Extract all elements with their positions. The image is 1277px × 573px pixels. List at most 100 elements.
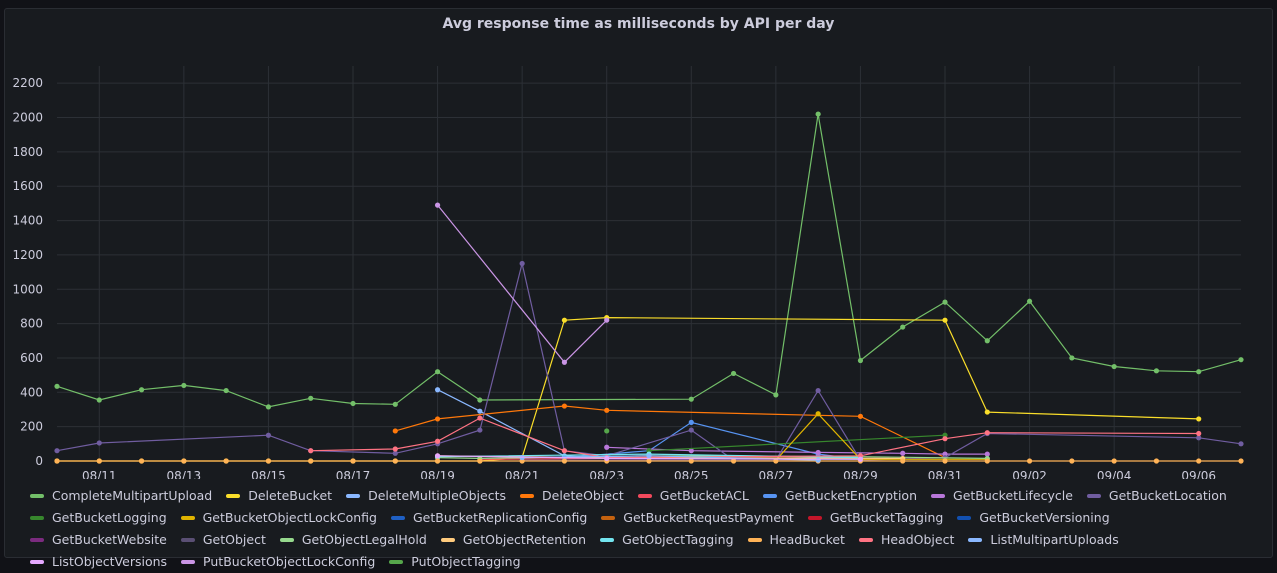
legend-item-getbucketobjectlockconfig[interactable]: GetBucketObjectLockConfig xyxy=(180,507,377,529)
data-point-listmultipartuploads xyxy=(815,457,821,463)
legend-item-getbucketwebsite[interactable]: GetBucketWebsite xyxy=(30,529,167,551)
legend-swatch xyxy=(30,537,44,542)
data-point-headbucket xyxy=(138,458,145,464)
data-point-completemultipartupload xyxy=(434,369,441,375)
legend-swatch xyxy=(807,515,822,520)
legend-label: DeleteObject xyxy=(542,488,624,503)
data-point-listmultipartuploads xyxy=(646,453,652,459)
legend-item-listobjectversions[interactable]: ListObjectVersions xyxy=(30,551,167,573)
data-point-headbucket xyxy=(646,458,652,464)
legend-label: GetBucketLifecycle xyxy=(953,488,1073,503)
legend-item-getbucketrequestpayment[interactable]: GetBucketRequestPayment xyxy=(601,507,794,529)
legend-item-getobjecttagging[interactable]: GetObjectTagging xyxy=(600,529,734,551)
data-point-headbucket xyxy=(1026,458,1033,464)
data-point-completemultipartupload xyxy=(477,397,483,403)
legend-item-getbucketlocation[interactable]: GetBucketLocation xyxy=(1086,485,1227,507)
legend-item-putbucketobjectlockconfig[interactable]: PutBucketObjectLockConfig xyxy=(181,551,375,573)
legend-swatch xyxy=(601,515,616,520)
chart-title: Avg response time as milliseconds by API… xyxy=(442,16,835,32)
data-point-headobject xyxy=(1196,430,1202,437)
legend-label: DeleteMultipleObjects xyxy=(368,488,507,503)
data-point-headobject xyxy=(942,436,948,442)
legend-label: ListMultipartUploads xyxy=(990,532,1119,547)
data-point-deletebucket xyxy=(1196,416,1202,422)
legend-item-deleteobject[interactable]: DeleteObject xyxy=(520,485,624,507)
x-tick-label: 09/02 xyxy=(1012,469,1047,479)
legend-label: GetBucketReplicationConfig xyxy=(412,510,588,525)
y-tick-label: 400 xyxy=(20,385,43,399)
data-point-getbucketlocation xyxy=(1238,441,1244,447)
data-point-headbucket xyxy=(350,458,356,464)
data-point-getbucketlocation xyxy=(815,387,821,394)
legend-item-getbucketreplicationconfig[interactable]: GetBucketReplicationConfig xyxy=(390,507,588,529)
data-point-deleteobject xyxy=(604,407,610,413)
data-point-listobjectversions xyxy=(857,456,864,462)
data-point-getbucketlocation xyxy=(688,427,694,433)
legend-label: GetBucketTagging xyxy=(829,510,944,525)
data-point-completemultipartupload xyxy=(900,324,906,330)
legend-swatch xyxy=(226,493,241,498)
data-point-completemultipartupload xyxy=(1238,357,1244,363)
legend-label: GetBucketLocation xyxy=(1108,488,1227,503)
legend-item-getobjectlegalhold[interactable]: GetObjectLegalHold xyxy=(279,529,427,551)
legend-item-getobjectretention[interactable]: GetObjectRetention xyxy=(440,529,586,551)
legend-item-getbucketlifecycle[interactable]: GetBucketLifecycle xyxy=(931,485,1073,507)
legend-item-getbucketlogging[interactable]: GetBucketLogging xyxy=(30,507,167,529)
legend-item-getobject[interactable]: GetObject xyxy=(180,529,266,551)
data-point-putobjecttagging xyxy=(604,428,610,434)
legend-item-getbucketencryption[interactable]: GetBucketEncryption xyxy=(762,485,917,507)
data-point-headbucket xyxy=(1153,458,1160,464)
data-point-getbucketlocation xyxy=(519,260,525,267)
x-tick-label: 08/19 xyxy=(420,469,455,479)
data-point-headbucket xyxy=(96,458,102,464)
legend-label: PutBucketObjectLockConfig xyxy=(203,554,376,569)
legend-swatch xyxy=(957,515,972,520)
data-point-completemultipartupload xyxy=(308,395,314,401)
legend-item-putobjecttagging[interactable]: PutObjectTagging xyxy=(389,551,521,573)
legend-item-getbucketversioning[interactable]: GetBucketVersioning xyxy=(957,507,1110,529)
legend-item-listmultipartuploads[interactable]: ListMultipartUploads xyxy=(968,529,1119,551)
x-tick-label: 08/29 xyxy=(843,469,878,479)
line-chart: 0 200 400 600 800 1000 1200 1400 1600 1800 2000 220… xyxy=(12,66,1244,479)
data-point-deleteobject xyxy=(561,403,568,409)
chart-panel: Avg response time as milliseconds by API… xyxy=(4,8,1273,569)
data-point-completemultipartupload xyxy=(1069,355,1075,361)
legend-swatch xyxy=(440,537,455,542)
legend-item-deletemultipleobjects[interactable]: DeleteMultipleObjects xyxy=(346,485,506,507)
legend-swatch xyxy=(30,515,44,520)
legend-item-getbucketacl[interactable]: GetBucketACL xyxy=(637,485,749,507)
data-point-completemultipartupload xyxy=(688,396,694,402)
x-tick-label: 08/13 xyxy=(167,469,202,479)
data-point-deleteobject xyxy=(392,428,398,434)
legend-swatch xyxy=(180,537,195,542)
legend-swatch xyxy=(858,537,873,542)
legend-swatch xyxy=(30,559,44,564)
data-point-completemultipartupload xyxy=(181,382,187,389)
data-point-headbucket xyxy=(688,458,694,464)
legend-label: GetBucketLogging xyxy=(52,510,167,525)
data-point-deletebucket xyxy=(984,409,990,415)
legend-label: ListObjectVersions xyxy=(52,554,168,569)
x-tick-label: 08/27 xyxy=(759,469,794,479)
legend-item-deletebucket[interactable]: DeleteBucket xyxy=(226,485,332,507)
legend-item-headbucket[interactable]: HeadBucket xyxy=(747,529,845,551)
y-tick-label: 1200 xyxy=(12,248,43,262)
legend-swatch xyxy=(600,537,615,542)
legend-item-completemultipartupload[interactable]: CompleteMultipartUpload xyxy=(30,485,212,507)
y-tick-label: 800 xyxy=(20,317,43,331)
data-point-getbucketlocation xyxy=(265,432,272,438)
legend-label: DeleteBucket xyxy=(248,488,333,503)
legend-swatch xyxy=(520,493,535,498)
legend-item-getbuckettagging[interactable]: GetBucketTagging xyxy=(807,507,944,529)
data-point-headbucket xyxy=(1069,458,1075,464)
data-point-getbucketencryption xyxy=(688,419,694,425)
data-point-headbucket xyxy=(1238,458,1244,464)
data-point-headbucket xyxy=(54,458,60,464)
data-point-completemultipartupload xyxy=(1111,363,1117,370)
y-tick-label: 0 xyxy=(35,454,43,468)
data-point-getbucketlocation xyxy=(477,427,483,433)
data-point-getbucketlifecycle xyxy=(900,450,906,456)
x-tick-label: 08/31 xyxy=(928,469,963,479)
data-point-headbucket xyxy=(477,458,483,464)
legend-item-headobject[interactable]: HeadObject xyxy=(858,529,954,551)
